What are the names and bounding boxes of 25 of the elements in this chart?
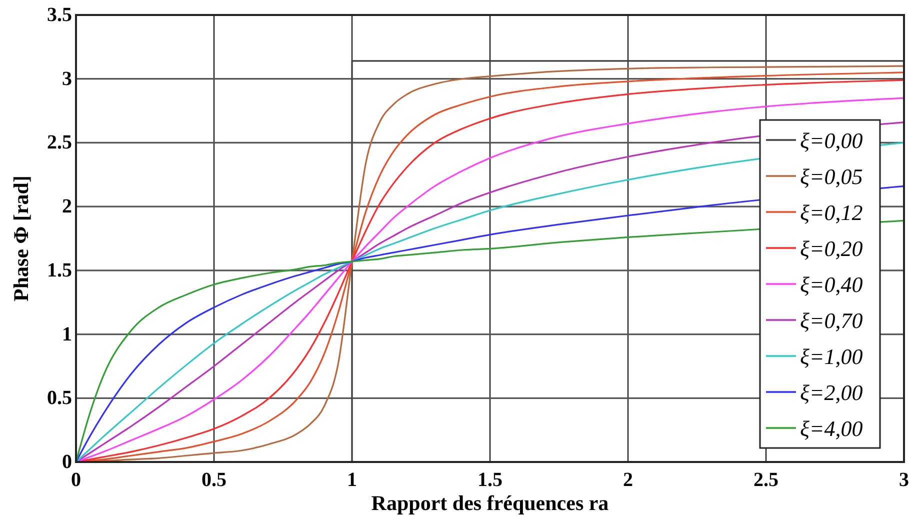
y-tick-label: 0.5	[47, 387, 72, 410]
y-tick-label: 2.5	[47, 132, 72, 154]
x-axis-title: Rapport des fréquences ra	[371, 491, 610, 515]
y-tick-label: 1.5	[47, 259, 72, 282]
legend-label: ξ=0,70	[800, 308, 863, 333]
x-tick-label: 1	[347, 469, 357, 491]
y-axis-title: Phase Φ [rad]	[9, 176, 33, 302]
y-tick-label: 0	[62, 451, 72, 473]
y-tick-label: 2	[62, 196, 72, 218]
legend-label: ξ=1,00	[800, 344, 863, 369]
legend-label: ξ=0,00	[800, 128, 863, 153]
x-tick-label: 0.5	[202, 469, 226, 491]
legend-label: ξ=2,00	[800, 380, 863, 405]
x-tick-label: 2.5	[754, 469, 778, 491]
legend-label: ξ=0,40	[800, 272, 863, 297]
x-tick-label: 2	[623, 469, 633, 491]
legend-label: ξ=0,20	[800, 236, 863, 261]
x-tick-label: 3	[899, 469, 909, 491]
legend-label: ξ=0,12	[800, 200, 863, 225]
y-tick-label: 3	[62, 68, 72, 90]
y-tick-label: 1	[62, 323, 72, 346]
legend-label: ξ=4,00	[800, 416, 863, 441]
legend-label: ξ=0,05	[800, 164, 863, 189]
x-tick-label: 1.5	[478, 469, 502, 491]
y-tick-label: 3.5	[47, 4, 72, 26]
